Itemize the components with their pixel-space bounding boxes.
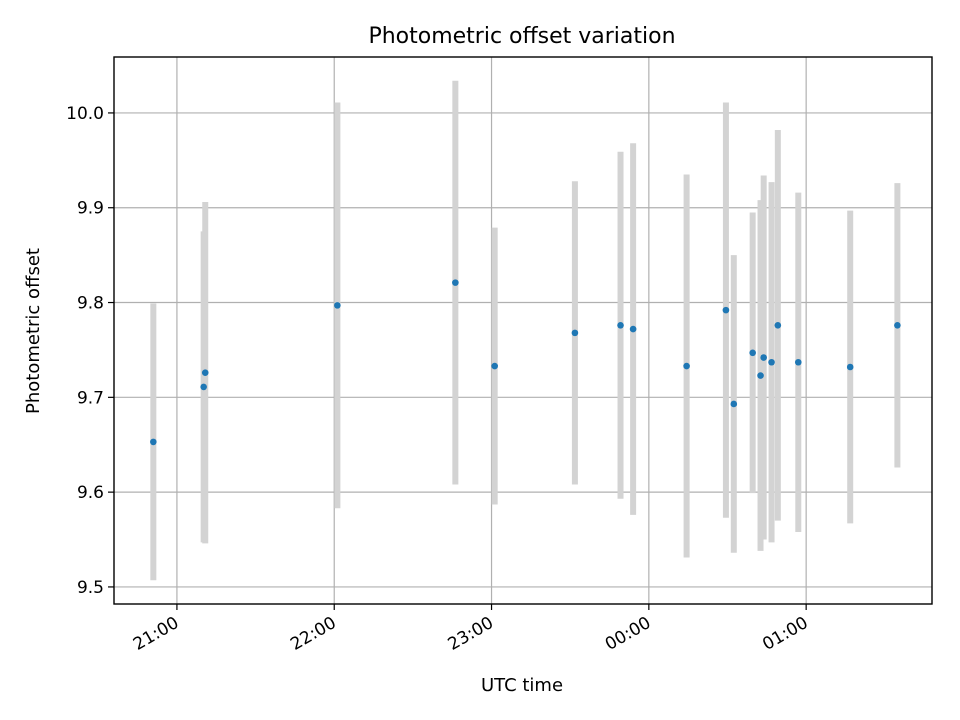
data-point [774,321,782,329]
data-point [617,321,624,329]
data-points [150,279,901,446]
x-tick-label: 01:00 [759,613,811,655]
x-tick-label: 00:00 [602,613,654,655]
y-axis-ticks: 9.5 9.6 9.7 9.8 9.9 10.0 [66,104,114,598]
data-point [491,362,498,370]
data-point [760,354,767,361]
x-tick-label: 22:00 [287,613,339,655]
data-point [794,358,802,366]
x-axis-label: UTC time [481,675,563,696]
data-point [200,383,207,391]
data-point [683,362,690,370]
data-point [846,363,854,371]
data-point [629,325,637,333]
chart-title: Photometric offset variation [368,24,675,49]
y-tick-label: 9.8 [77,294,104,314]
data-point [150,438,157,446]
y-tick-label: 9.9 [77,199,104,219]
error-bars [150,80,901,581]
y-tick-label: 9.5 [77,578,104,598]
data-point [749,349,756,357]
data-point [730,400,738,408]
x-tick-label: 21:00 [130,613,182,655]
data-point [334,302,341,309]
data-point [757,372,764,379]
data-point [201,369,209,376]
x-tick-label: 23:00 [445,613,497,655]
data-point [894,321,901,329]
grid [114,57,932,604]
plot-frame [113,56,933,605]
y-tick-label: 9.7 [77,388,104,408]
x-axis-ticks: 21:00 22:00 23:00 00:00 01:00 [130,604,812,655]
y-tick-label: 9.6 [77,483,104,503]
data-point [452,279,459,286]
y-tick-label: 10.0 [66,104,104,124]
data-point [722,306,730,314]
y-axis-label: Photometric offset [23,248,44,414]
data-point [768,358,775,366]
data-point [571,329,579,337]
